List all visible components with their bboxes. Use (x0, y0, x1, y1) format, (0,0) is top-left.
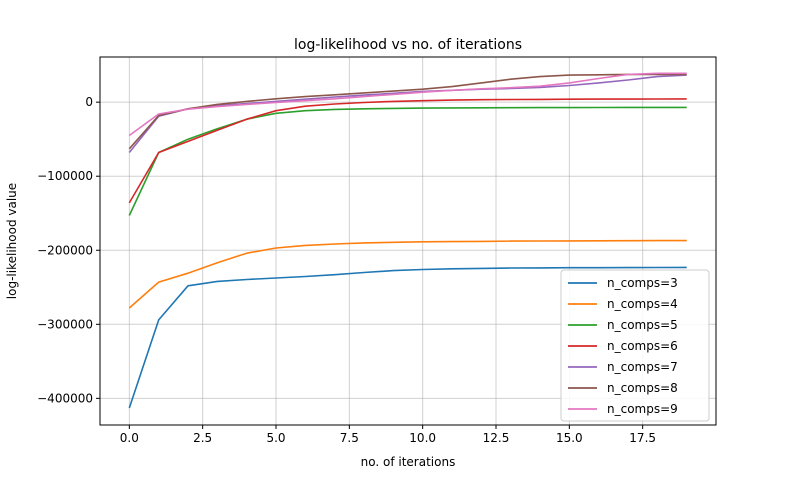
series-line-4 (128, 98, 687, 204)
y-tick-label: −200000 (37, 243, 93, 257)
y-axis-label: log-likelihood value (5, 183, 19, 299)
x-tick-label: 17.5 (629, 431, 656, 445)
legend-label: n_comps=3 (607, 276, 678, 290)
legend-label: n_comps=4 (607, 297, 678, 311)
x-tick-label: 2.5 (193, 431, 212, 445)
legend-label: n_comps=5 (607, 318, 678, 332)
x-tick-label: 12.5 (483, 431, 510, 445)
x-axis-ticks: 0.0 2.5 5.0 7.5 10.0 12.5 15.0 17.5 (120, 425, 656, 445)
legend: n_comps=3 n_comps=4 n_comps=5 n_comps=6 n_co… (560, 269, 710, 422)
x-tick-label: 7.5 (340, 431, 359, 445)
y-tick-label: −400000 (37, 391, 93, 405)
x-tick-label: 10.0 (409, 431, 436, 445)
x-tick-label: 5.0 (266, 431, 285, 445)
y-tick-label: −100000 (37, 169, 93, 183)
legend-label: n_comps=8 (607, 381, 678, 395)
y-tick-label: −300000 (37, 317, 93, 331)
series-line-3 (128, 106, 687, 216)
legend-frame (560, 269, 710, 422)
series-line-7 (128, 72, 687, 137)
x-axis-label: no. of iterations (361, 455, 456, 469)
x-tick-label: 15.0 (556, 431, 583, 445)
chart-title: log-likelihood vs no. of iterations (294, 37, 522, 53)
plot-frame (99, 56, 717, 426)
x-tick-label: 0.0 (120, 431, 139, 445)
legend-label: n_comps=9 (607, 402, 678, 416)
series-line-5 (128, 74, 687, 154)
series-line-6 (128, 73, 687, 150)
legend-label: n_comps=7 (607, 360, 678, 374)
plot-lines (128, 72, 687, 409)
series-line-1 (128, 266, 687, 409)
y-axis-ticks: −400000 −300000 −200000 −100000 0 (37, 95, 100, 405)
series-line-2 (128, 239, 687, 309)
y-tick-label: 0 (85, 95, 93, 109)
legend-label: n_comps=6 (607, 339, 678, 353)
